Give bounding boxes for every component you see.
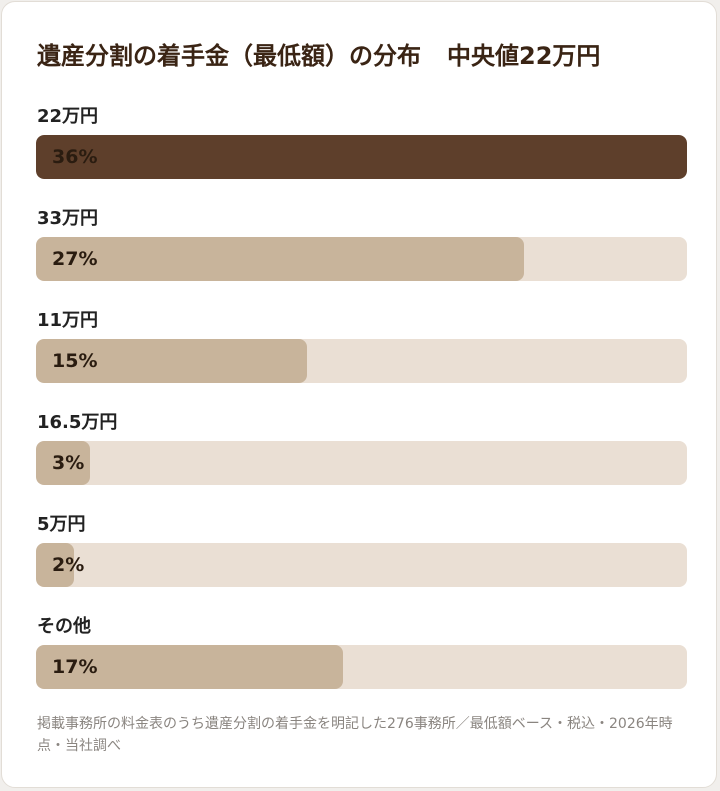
bar-category-label: その他: [37, 616, 91, 637]
bar-track: 15%: [36, 339, 687, 383]
bar-value-label: 36%: [52, 146, 98, 168]
bar: [36, 645, 343, 689]
bar-track: 2%: [36, 543, 687, 587]
bar-category-label: 16.5万円: [37, 412, 118, 433]
bar-value-label: 17%: [52, 656, 98, 678]
bar: [36, 543, 74, 587]
bar-category-label: 33万円: [37, 208, 99, 229]
bar-value-label: 2%: [52, 554, 85, 576]
bar-category-label: 22万円: [37, 106, 99, 127]
bar-category-label: 5万円: [37, 514, 86, 535]
bar: [36, 339, 307, 383]
bar: [36, 135, 687, 179]
footnote: 掲載事務所の料金表のうち遺産分割の着手金を明記した276事務所／最低額ベース・税…: [37, 716, 673, 754]
bar-track: 27%: [36, 237, 687, 281]
bar-track: 36%: [36, 135, 687, 179]
bar-track: 3%: [36, 441, 687, 485]
bar-category-label: 11万円: [37, 310, 99, 331]
chart-title-text: 遺産分割の着手金（最低額）の分布: [37, 42, 421, 70]
chart-title: 遺産分割の着手金（最低額）の分布 中央値22万円: [37, 36, 600, 71]
median-label: 中央値22万円: [447, 42, 601, 70]
bar-value-label: 27%: [52, 248, 98, 270]
bar: [36, 441, 90, 485]
bar-value-label: 3%: [52, 452, 85, 474]
bar-track: 17%: [36, 645, 687, 689]
bar-value-label: 15%: [52, 350, 98, 372]
bar: [36, 237, 524, 281]
